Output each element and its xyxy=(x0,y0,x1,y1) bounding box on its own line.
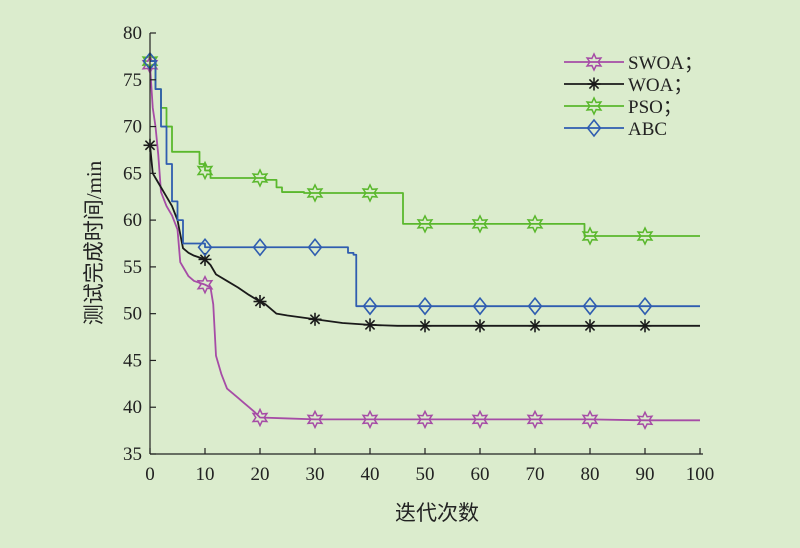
y-tick-label: 40 xyxy=(123,397,142,418)
legend-label: PSO； xyxy=(628,97,682,118)
data-point-marker xyxy=(306,183,324,203)
x-tick-label: 0 xyxy=(145,464,155,485)
data-point-marker xyxy=(581,409,599,430)
y-tick-label: 65 xyxy=(123,163,142,184)
plot-area xyxy=(141,51,700,431)
data-point-marker xyxy=(583,319,597,333)
y-axis-label: 测试完成时间/min xyxy=(82,160,106,325)
series-1 xyxy=(143,138,700,333)
x-tick-label: 30 xyxy=(306,464,325,485)
x-tick-label: 20 xyxy=(251,464,270,485)
data-point-marker xyxy=(472,296,488,316)
legend-label: ABC xyxy=(628,119,667,140)
legend-label: SWOA； xyxy=(628,53,703,74)
x-tick-label: 90 xyxy=(636,464,655,485)
series-line xyxy=(150,60,700,308)
data-point-marker xyxy=(526,409,544,430)
x-tick-label: 70 xyxy=(526,464,545,485)
data-point-marker xyxy=(306,409,324,430)
data-point-marker xyxy=(473,319,487,333)
x-tick-label: 40 xyxy=(361,464,380,485)
data-point-marker xyxy=(636,410,654,431)
legend-item: PSO； xyxy=(564,96,682,118)
data-point-marker xyxy=(252,237,268,257)
data-point-marker xyxy=(196,160,214,181)
data-point-marker xyxy=(526,214,544,234)
y-tick-label: 60 xyxy=(123,210,142,231)
x-tick-label: 80 xyxy=(581,464,600,485)
data-point-marker xyxy=(636,226,654,246)
data-point-marker xyxy=(471,214,489,234)
y-tick-label: 45 xyxy=(123,350,142,371)
y-tick-label: 75 xyxy=(123,70,142,91)
data-point-marker xyxy=(638,319,652,333)
y-tick-label: 80 xyxy=(123,23,142,44)
legend-item: WOA； xyxy=(564,75,692,96)
axes: 0 10 20 30 40 50 60 70 80 90 100 35 40 45 50 55 60 65 70 75… xyxy=(123,23,714,485)
series-0 xyxy=(141,55,700,431)
data-point-marker xyxy=(363,318,377,332)
x-tick-label: 60 xyxy=(471,464,490,485)
x-axis-label: 迭代次数 xyxy=(395,501,479,525)
series-3 xyxy=(142,51,700,316)
data-point-marker xyxy=(527,296,543,316)
data-point-marker xyxy=(196,274,214,295)
legend-marker xyxy=(587,77,601,91)
data-point-marker xyxy=(362,296,378,316)
data-point-marker xyxy=(361,409,379,430)
data-point-marker xyxy=(251,407,269,428)
legend: SWOA；WOA；PSO；ABC xyxy=(564,52,703,140)
data-point-marker xyxy=(416,409,434,430)
legend-item: SWOA； xyxy=(564,52,703,74)
data-point-marker xyxy=(251,168,269,188)
legend-item: ABC xyxy=(564,118,667,140)
data-point-marker xyxy=(581,226,599,246)
y-tick-label: 35 xyxy=(123,444,142,465)
legend-marker xyxy=(586,118,602,138)
x-tick-label: 50 xyxy=(416,464,435,485)
data-point-marker xyxy=(528,319,542,333)
y-tick-label: 70 xyxy=(123,117,142,138)
data-point-marker xyxy=(308,312,322,326)
data-point-marker xyxy=(637,296,653,316)
data-point-marker xyxy=(307,237,323,257)
x-tick-label: 10 xyxy=(196,464,215,485)
legend-label: WOA； xyxy=(628,75,692,96)
data-point-marker xyxy=(197,237,213,257)
data-point-marker xyxy=(582,296,598,316)
series-line xyxy=(149,65,700,422)
data-point-marker xyxy=(471,409,489,430)
y-tick-label: 50 xyxy=(123,304,142,325)
data-point-marker xyxy=(416,214,434,234)
data-point-marker xyxy=(253,295,267,309)
data-point-marker xyxy=(361,183,379,203)
legend-marker xyxy=(585,52,603,72)
x-tick-label: 100 xyxy=(686,464,715,485)
y-tick-label: 55 xyxy=(123,257,142,278)
legend-marker xyxy=(585,96,603,116)
series-2 xyxy=(141,51,700,246)
series-line xyxy=(150,60,700,237)
data-point-marker xyxy=(418,319,432,333)
data-point-marker xyxy=(417,296,433,316)
